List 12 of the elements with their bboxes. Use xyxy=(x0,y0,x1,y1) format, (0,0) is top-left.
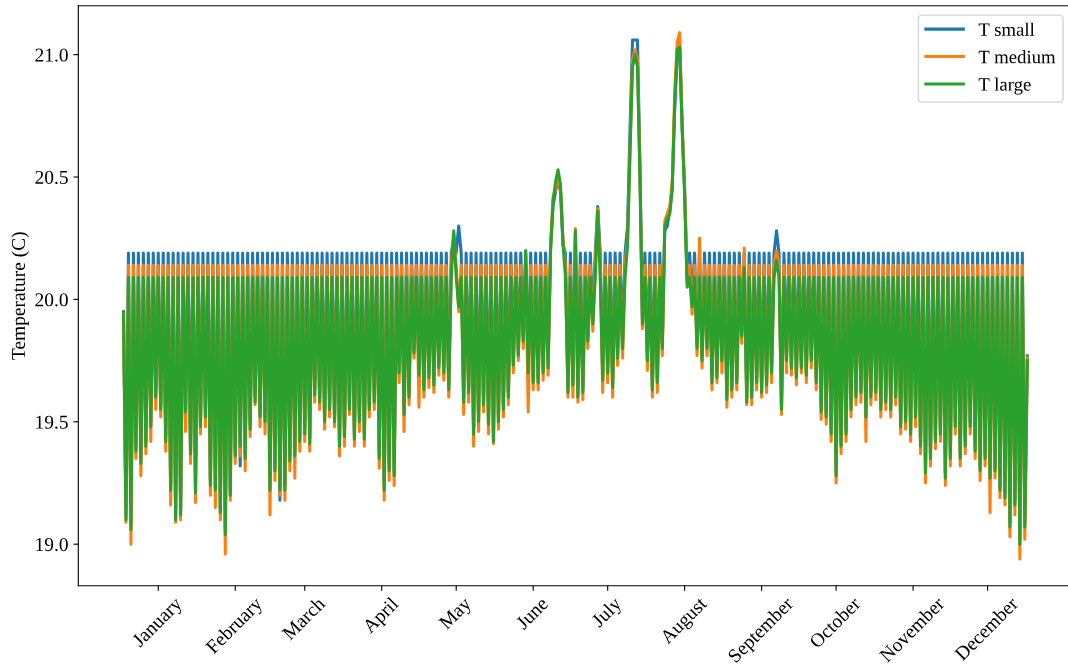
legend-label: T medium xyxy=(978,50,1056,64)
x-tick-label: June xyxy=(515,596,549,631)
y-tick-label: 20.5 xyxy=(35,170,68,185)
x-tick-label: July xyxy=(590,595,626,631)
legend-label: T large xyxy=(978,77,1031,95)
y-tick-label: 19.5 xyxy=(36,415,68,429)
y-tick-label: 19.0 xyxy=(36,538,68,552)
x-tick-label: May xyxy=(438,596,475,633)
y-tick-label: 21.0 xyxy=(35,48,68,62)
y-tick-label: 20.0 xyxy=(35,293,68,307)
legend-label: T small xyxy=(978,22,1035,36)
y-axis-title: Temperature (C) xyxy=(11,232,29,360)
